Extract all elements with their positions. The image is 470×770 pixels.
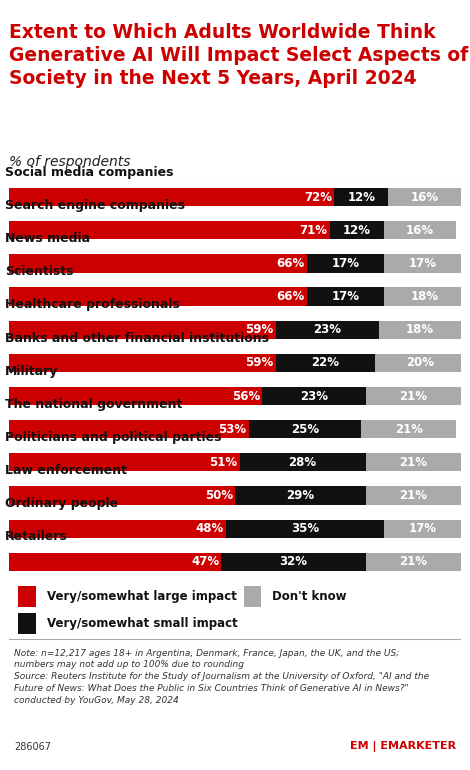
Text: 23%: 23%	[300, 390, 328, 403]
Bar	[334, 188, 388, 206]
Text: 28%: 28%	[289, 456, 317, 469]
Text: 72%: 72%	[304, 191, 332, 203]
Bar	[307, 254, 384, 273]
Bar	[226, 520, 384, 537]
Text: 25%: 25%	[291, 423, 319, 436]
Text: 16%: 16%	[406, 224, 434, 236]
Text: 53%: 53%	[218, 423, 246, 436]
Text: 48%: 48%	[196, 522, 224, 535]
Text: Healthcare professionals: Healthcare professionals	[5, 298, 180, 311]
Text: 21%: 21%	[395, 423, 423, 436]
Text: 21%: 21%	[399, 390, 427, 403]
Text: 71%: 71%	[299, 224, 328, 236]
Text: 20%: 20%	[406, 357, 434, 370]
Text: 56%: 56%	[232, 390, 260, 403]
Text: % of respondents: % of respondents	[9, 155, 131, 169]
Text: 22%: 22%	[311, 357, 339, 370]
Bar	[384, 254, 461, 273]
Bar	[9, 553, 221, 571]
Text: 16%: 16%	[410, 191, 439, 203]
Bar	[9, 353, 275, 372]
Text: Don't know: Don't know	[273, 590, 347, 603]
Text: 59%: 59%	[245, 357, 274, 370]
Text: Ordinary people: Ordinary people	[5, 497, 118, 511]
Text: 17%: 17%	[408, 522, 436, 535]
Text: 286067: 286067	[14, 742, 51, 752]
Text: Retailers: Retailers	[5, 531, 68, 544]
Bar	[384, 221, 456, 239]
Bar	[9, 188, 334, 206]
Text: 17%: 17%	[331, 257, 360, 270]
Text: 50%: 50%	[204, 489, 233, 502]
Text: 51%: 51%	[209, 456, 237, 469]
Text: 59%: 59%	[245, 323, 274, 336]
Bar	[9, 520, 226, 537]
Text: 32%: 32%	[280, 555, 308, 568]
Bar	[388, 188, 461, 206]
Bar	[9, 221, 330, 239]
Text: Very/somewhat large impact: Very/somewhat large impact	[47, 590, 237, 603]
Text: 21%: 21%	[399, 489, 427, 502]
Text: Politicians and political parties: Politicians and political parties	[5, 431, 221, 444]
Text: Military: Military	[5, 365, 58, 377]
Text: 66%: 66%	[277, 257, 305, 270]
Bar	[366, 553, 461, 571]
Text: 21%: 21%	[399, 456, 427, 469]
Text: 18%: 18%	[406, 323, 434, 336]
Bar	[262, 387, 366, 405]
Bar	[366, 387, 461, 405]
Bar	[9, 387, 262, 405]
Text: Banks and other financial institutions: Banks and other financial institutions	[5, 332, 269, 344]
Text: 35%: 35%	[291, 522, 319, 535]
Bar	[384, 287, 465, 306]
Bar	[330, 221, 384, 239]
Bar	[366, 487, 461, 504]
Text: 21%: 21%	[399, 555, 427, 568]
Bar	[235, 487, 366, 504]
Bar	[275, 320, 379, 339]
Text: 29%: 29%	[286, 489, 314, 502]
Text: The national government: The national government	[5, 398, 182, 411]
Bar	[9, 454, 240, 471]
Text: 17%: 17%	[408, 257, 436, 270]
FancyBboxPatch shape	[18, 586, 36, 607]
Text: 18%: 18%	[410, 290, 439, 303]
Bar	[379, 320, 461, 339]
Bar	[249, 420, 361, 438]
Text: 12%: 12%	[347, 191, 376, 203]
Bar	[9, 487, 235, 504]
Bar	[9, 320, 275, 339]
Text: Very/somewhat small impact: Very/somewhat small impact	[47, 618, 238, 630]
Text: Law enforcement: Law enforcement	[5, 464, 127, 477]
Bar	[361, 420, 456, 438]
Bar	[221, 553, 366, 571]
FancyBboxPatch shape	[18, 613, 36, 634]
Bar	[384, 520, 461, 537]
Bar	[240, 454, 366, 471]
Text: 12%: 12%	[343, 224, 371, 236]
Bar	[9, 420, 249, 438]
FancyBboxPatch shape	[244, 586, 261, 607]
Bar	[275, 353, 375, 372]
Bar	[9, 287, 307, 306]
Bar	[375, 353, 465, 372]
Text: Note: n=12,217 ages 18+ in Argentina, Denmark, France, Japan, the UK, and the US: Note: n=12,217 ages 18+ in Argentina, De…	[14, 648, 429, 705]
Bar	[9, 254, 307, 273]
Bar	[307, 287, 384, 306]
Text: Scientists: Scientists	[5, 265, 73, 278]
Text: Search engine companies: Search engine companies	[5, 199, 185, 212]
Text: Social media companies: Social media companies	[5, 166, 173, 179]
Text: 17%: 17%	[331, 290, 360, 303]
Bar	[366, 454, 461, 471]
Text: Extent to Which Adults Worldwide Think
Generative AI Will Impact Select Aspects : Extent to Which Adults Worldwide Think G…	[9, 24, 469, 88]
Text: EM | EMARKETER: EM | EMARKETER	[350, 742, 456, 752]
Text: News media: News media	[5, 232, 90, 245]
Text: 23%: 23%	[313, 323, 342, 336]
Text: 66%: 66%	[277, 290, 305, 303]
Text: 47%: 47%	[191, 555, 219, 568]
